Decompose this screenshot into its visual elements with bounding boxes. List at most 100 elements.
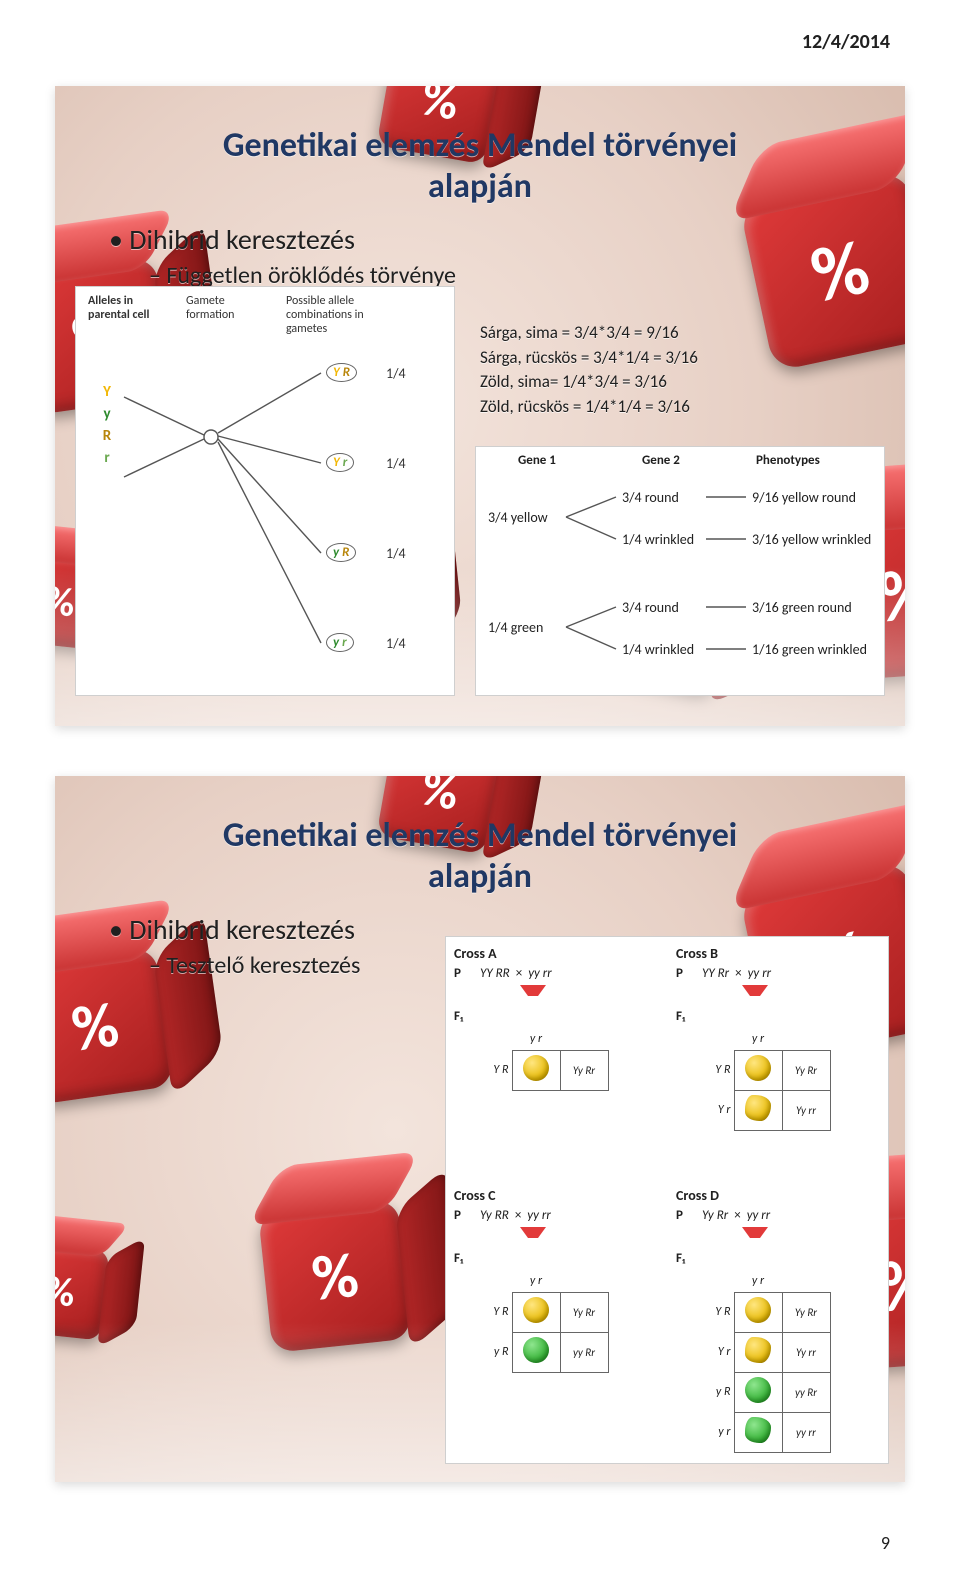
ph-g2-3: 1/4 wrinkled (622, 641, 694, 658)
bullet-dihibrid: Dihibrid keresztezés (109, 222, 891, 257)
gamete-prob: 1/4 (386, 635, 406, 652)
row-gamete: y r (700, 1412, 734, 1452)
cross-title: Cross B (676, 945, 886, 962)
gamete-prob: 1/4 (386, 455, 406, 472)
gamete-oval: y r (326, 633, 354, 652)
parent-2-genotype: yy rr (528, 966, 552, 981)
punnett-cell-pea (512, 1292, 560, 1332)
slide-title: Genetikai elemzés Mendel törvényei alapj… (69, 126, 891, 208)
punnett-cell-genotype: Yy Rr (560, 1050, 608, 1090)
page-date: 12/4/2014 (0, 0, 960, 64)
gamete-prob: 1/4 (386, 545, 406, 562)
p-label: P (454, 966, 474, 981)
times-symbol: × (735, 966, 741, 981)
row-gamete: Y R (700, 1050, 734, 1090)
punnett-cell-pea (734, 1372, 782, 1412)
ph-res-0: 9/16 yellow round (752, 489, 856, 506)
row-gamete: Y R (478, 1292, 512, 1332)
times-symbol: × (734, 1208, 740, 1223)
ph-g1-green: 1/4 green (488, 619, 543, 636)
row-gamete: y R (700, 1372, 734, 1412)
f1-label: F₁ (676, 1009, 696, 1024)
parent-1-genotype: Yy RR (480, 1208, 509, 1223)
col-gamete: y r (734, 1028, 782, 1050)
cross-title: Cross D (676, 1187, 886, 1204)
cross-title: Cross C (454, 1187, 664, 1204)
punnett-cell-genotype: Yy rr (782, 1090, 830, 1130)
ph-res-3: 1/16 green wrinkled (752, 641, 867, 658)
pheno-svg (476, 447, 886, 697)
calc-line: Sárga, rücskös = 3/4*1/4 = 3/16 (480, 346, 698, 371)
punnett-square: y rY R Yy Rr y R yy Rr (478, 1270, 664, 1373)
title-line-1: Genetikai elemzés Mendel törvényei (223, 125, 737, 166)
p-label: P (676, 966, 696, 981)
title-line-1: Genetikai elemzés Mendel törvényei (223, 815, 737, 856)
times-symbol: × (515, 1208, 521, 1223)
punnett-cell-pea (734, 1292, 782, 1332)
row-gamete: y R (478, 1332, 512, 1372)
punnett-cell-genotype: yy rr (782, 1412, 830, 1452)
slide-2: %%%%%%% Genetikai elemzés Mendel törvény… (55, 776, 905, 1482)
down-arrow-icon (524, 985, 542, 1005)
punnett-cell-genotype: Yy rr (782, 1332, 830, 1372)
parent-1-genotype: YY Rr (702, 966, 729, 981)
parent-1-genotype: Yy Rr (702, 1208, 728, 1223)
slide-title: Genetikai elemzés Mendel törvényei alapj… (69, 816, 891, 898)
row-gamete: Y R (478, 1050, 512, 1090)
calc-line: Zöld, rücskös = 1/4*1/4 = 3/16 (480, 395, 698, 420)
ph-g2-0: 3/4 round (622, 489, 679, 506)
times-symbol: × (516, 966, 522, 981)
slide-1: %%%%%%% Genetikai elemzés Mendel törvény… (55, 86, 905, 726)
col-gamete: y r (734, 1270, 782, 1292)
gamete-oval: Y r (326, 453, 354, 472)
gamete-oval: Y R (326, 363, 357, 382)
ph-g2-1: 1/4 wrinkled (622, 531, 694, 548)
f1-label: F₁ (454, 1251, 474, 1266)
col-gamete: y r (512, 1028, 560, 1050)
page-number: 9 (0, 1532, 960, 1580)
down-arrow-icon (524, 1227, 542, 1247)
cross-cross-b: Cross B P YY Rr × yy rr F₁ y rY R Yy Rr Y r Yy rr (676, 945, 886, 1131)
p-label: P (454, 1208, 474, 1223)
allele-diagram: Alleles in parental cell Gamete formatio… (75, 286, 455, 696)
parent-2-genotype: yy rr (527, 1208, 551, 1223)
punnett-cell-genotype: Yy Rr (782, 1050, 830, 1090)
title-line-2: alapján (428, 856, 532, 897)
row-gamete: Y R (700, 1292, 734, 1332)
cross-cross-a: Cross APYY RR×yy rrF₁y rY RYy Rr (454, 945, 664, 1091)
cross-cross-d: Cross DPYy Rr×yy rrF₁y rY RYy RrY rYy rr… (676, 1187, 886, 1453)
punnett-cell-pea (734, 1050, 782, 1090)
punnett-cell-pea (512, 1050, 560, 1090)
f1-label: F₁ (676, 1251, 696, 1266)
testcross-diagram: Cross APYY RR×yy rrF₁y rY RYy RrCross BP… (445, 936, 889, 1464)
down-arrow-icon (746, 1227, 764, 1247)
title-line-2: alapján (428, 166, 532, 207)
calc-line: Zöld, sima= 1/4*3/4 = 3/16 (480, 370, 698, 395)
punnett-cell-pea (512, 1332, 560, 1372)
calc-line: Sárga, sima = 3/4*3/4 = 9/16 (480, 321, 698, 346)
slide-1-content: Genetikai elemzés Mendel törvényei alapj… (69, 126, 891, 290)
punnett-cell-pea (734, 1412, 782, 1452)
punnett-square: y rY R Yy Rr Y r Yy rr (700, 1028, 886, 1131)
punnett-cell-genotype: yy Rr (782, 1372, 830, 1412)
parent-1-genotype: YY RR (480, 966, 510, 981)
cross-title: Cross A (454, 945, 664, 962)
punnett-square: y rY R Yy Rr (478, 1028, 664, 1091)
down-arrow-icon (746, 985, 764, 1005)
row-gamete: Y r (700, 1332, 734, 1372)
ph-g1-yellow: 3/4 yellow (488, 509, 548, 526)
col-gamete: y r (512, 1270, 560, 1292)
parent-2-genotype: yy rr (748, 966, 772, 981)
p-label: P (676, 1208, 696, 1223)
punnett-cell-genotype: yy Rr (560, 1332, 608, 1372)
punnett-cell-genotype: Yy Rr (560, 1292, 608, 1332)
ph-res-1: 3/16 yellow wrinkled (752, 531, 871, 548)
probability-calcs: Sárga, sima = 3/4*3/4 = 9/16Sárga, rücsk… (480, 321, 698, 420)
ph-res-2: 3/16 green round (752, 599, 852, 616)
row-gamete: Y r (700, 1090, 734, 1130)
cross-cross-c: Cross C P Yy RR × yy rr F₁ y rY R Yy Rr y R yy Rr (454, 1187, 664, 1373)
phenotype-tree: Gene 1 Gene 2 Phenotypes 3/4 yellow 1/4 … (475, 446, 885, 696)
punnett-cell-pea (734, 1090, 782, 1130)
ph-g2-2: 3/4 round (622, 599, 679, 616)
parent-2-genotype: yy rr (747, 1208, 771, 1223)
